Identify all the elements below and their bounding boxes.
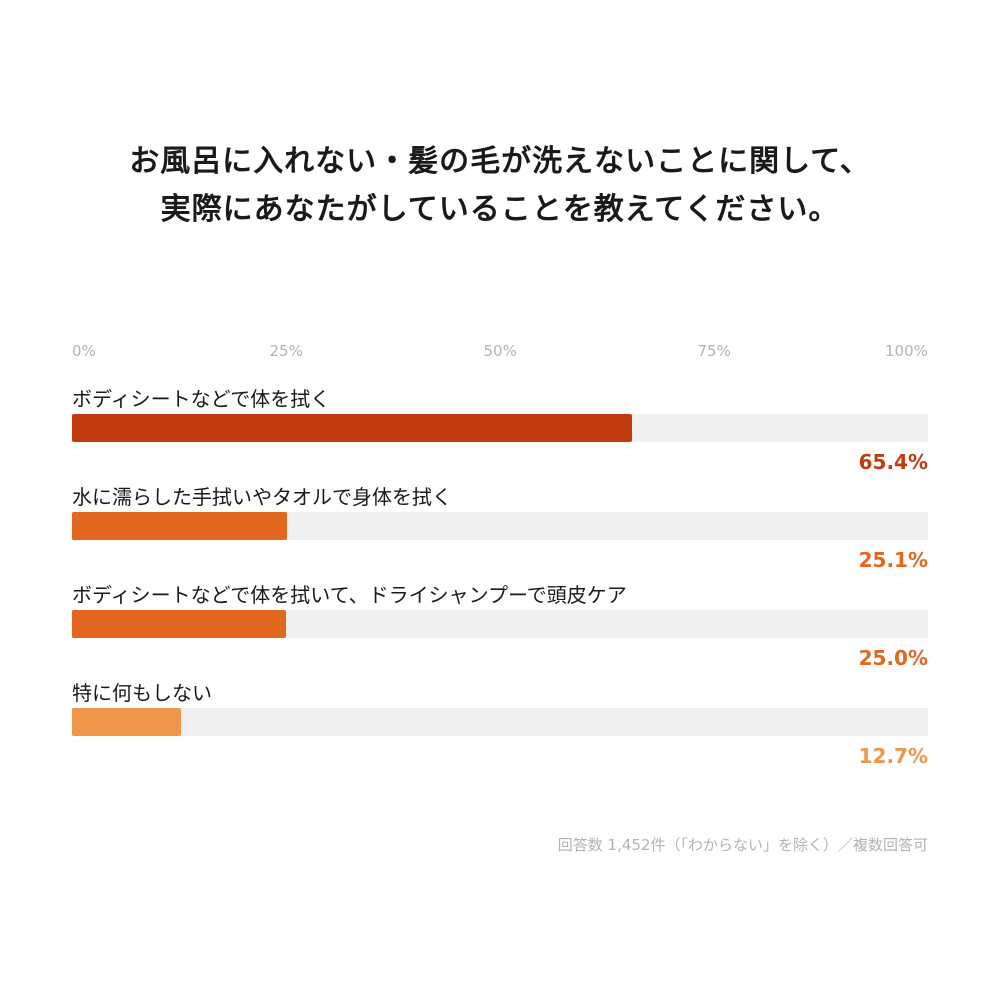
bar-value-label: 65.4% xyxy=(858,450,928,474)
bar-rows: ボディシートなどで体を拭く 65.4% 水に濡らした手拭いやタオルで身体を拭く 25.… xyxy=(72,384,928,776)
bar-category-label: ボディシートなどで体を拭く xyxy=(72,387,331,411)
bar-track xyxy=(72,610,928,638)
bar-category-label: 特に何もしない xyxy=(72,681,212,705)
bar-category-label: ボディシートなどで体を拭いて、ドライシャンプーで頭皮ケア xyxy=(72,583,627,607)
bar-category-label: 水に濡らした手拭いやタオルで身体を拭く xyxy=(72,485,452,509)
footnote: 回答数 1,452件（「わからない」を除く）／複数回答可 xyxy=(557,836,928,854)
bar xyxy=(72,512,287,540)
x-tick-label: 25% xyxy=(269,342,303,360)
bar xyxy=(72,610,286,638)
bar xyxy=(72,414,632,442)
x-tick-label: 50% xyxy=(483,342,517,360)
chart-title-line-1: お風呂に入れない・髪の毛が洗えないことに関して、 xyxy=(129,144,871,179)
x-tick-label: 100% xyxy=(885,342,928,360)
bar xyxy=(72,708,181,736)
bar-track xyxy=(72,414,928,442)
bar-track xyxy=(72,708,928,736)
x-tick-label: 75% xyxy=(697,342,731,360)
bar-row: ボディシートなどで体を拭く 65.4% xyxy=(72,384,928,482)
bar-track xyxy=(72,512,928,540)
bar-row: 特に何もしない 12.7% xyxy=(72,678,928,776)
bar-row: ボディシートなどで体を拭いて、ドライシャンプーで頭皮ケア 25.0% xyxy=(72,580,928,678)
bar-value-label: 25.1% xyxy=(858,548,928,572)
x-axis-ticks: 0% 25% 50% 75% 100% xyxy=(72,342,928,364)
chart-title-line-2: 実際にあなたがしていることを教えてください。 xyxy=(160,192,840,227)
bar-value-label: 25.0% xyxy=(858,646,928,670)
x-tick-label: 0% xyxy=(72,342,96,360)
bar-row: 水に濡らした手拭いやタオルで身体を拭く 25.1% xyxy=(72,482,928,580)
chart-title: お風呂に入れない・髪の毛が洗えないことに関して、 実際にあなたがしていることを教… xyxy=(0,138,1000,234)
bar-value-label: 12.7% xyxy=(858,744,928,768)
